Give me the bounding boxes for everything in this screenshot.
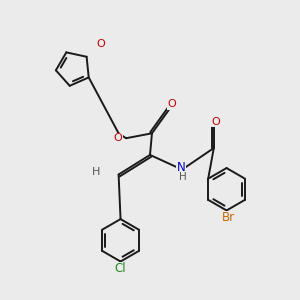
- Text: Br: Br: [221, 211, 235, 224]
- Text: Cl: Cl: [115, 262, 126, 275]
- Text: O: O: [212, 117, 220, 127]
- Text: H: H: [179, 172, 187, 182]
- Text: O: O: [114, 133, 122, 143]
- Text: O: O: [168, 99, 176, 110]
- Text: H: H: [92, 167, 100, 177]
- Text: O: O: [97, 39, 105, 49]
- Text: N: N: [177, 161, 186, 174]
